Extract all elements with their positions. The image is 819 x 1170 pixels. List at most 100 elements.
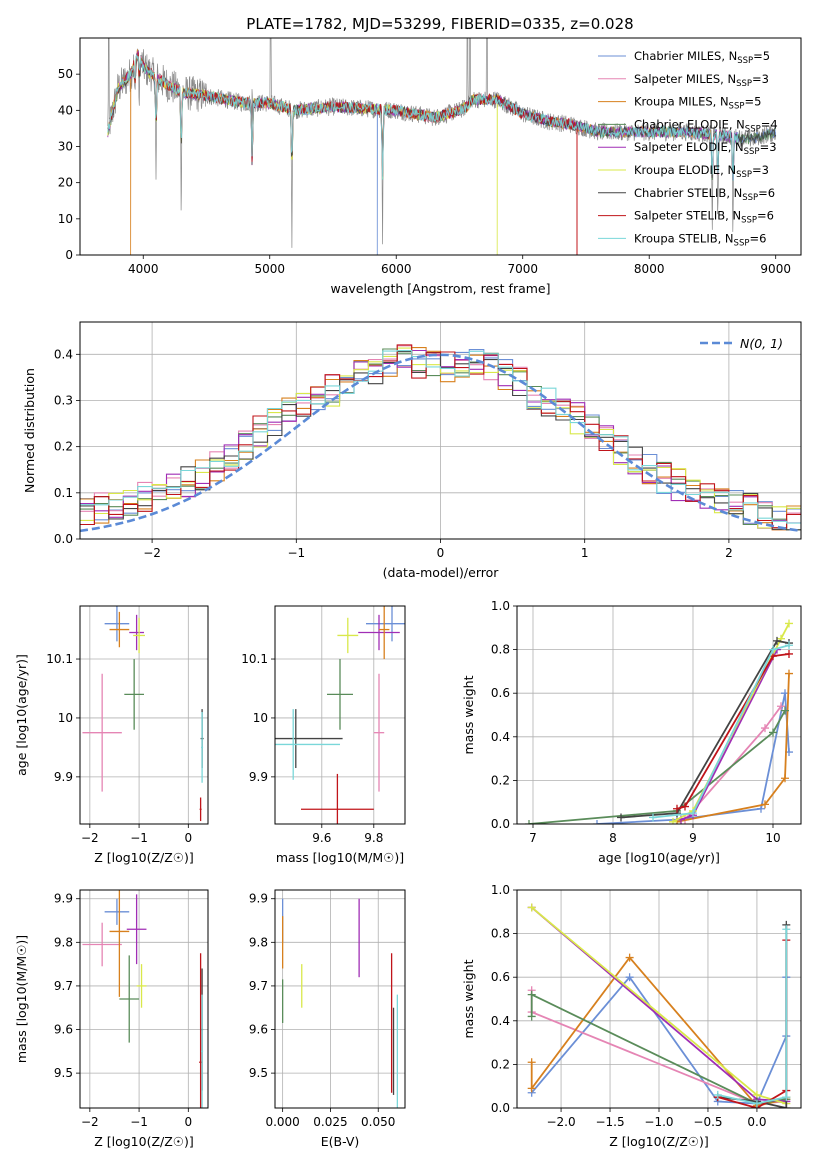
point-marker	[782, 1104, 791, 1108]
mass-weight-vs-age-marks	[525, 619, 793, 824]
y-tick-label: 50	[58, 67, 73, 81]
legend-sub: SSP	[741, 216, 757, 226]
point-marker	[681, 802, 689, 811]
mass-vs-Z-marks	[82, 890, 204, 1108]
x-tick-label: 8	[609, 831, 617, 845]
x-tick-label: 4000	[128, 262, 159, 276]
y-tick-label: 1.0	[491, 599, 510, 613]
residual-histogram-axes: −2 −1 0 1 2 0.0 0.1 0.2 0.3 0.4 (data-model)/error…	[22, 321, 802, 580]
legend-sub: SSP	[737, 56, 753, 66]
y-tick-label: 0.1	[54, 486, 73, 500]
plot-area: 4000 5000 6000 7000 8000 900001020304050wavel…	[14, 37, 802, 1149]
legend-sub: SSP	[742, 193, 758, 203]
spectrum-axes: 4000 5000 6000 7000 8000 9000 0 10 20 30 40 50 wavel…	[58, 37, 802, 296]
y-tick-label: 9.9	[54, 770, 73, 784]
point-marker	[617, 813, 625, 822]
mass-weight-vs-age-grid	[517, 605, 801, 825]
point-marker	[527, 903, 536, 912]
y-tick-label: 40	[58, 103, 73, 117]
mass-weight-vs-Z-axes: −2.0 −1.5 −1.0 −0.5 0.0 0.0 0.2 0.4 0.6 0.8 1.0 Z […	[461, 883, 802, 1149]
age-vs-Z-grid	[80, 606, 208, 824]
x-tick-label: 2	[725, 546, 733, 560]
legend-entry: Kroupa STELIB, NSSP=6	[634, 231, 766, 248]
x-tick-label: −1	[130, 1115, 148, 1129]
y-tick-label: 20	[58, 176, 73, 190]
point-marker	[761, 724, 769, 733]
x-axis-label: Z [log10(Z/Z☉)]	[609, 1134, 709, 1149]
point-marker	[673, 804, 681, 813]
point-marker	[782, 1093, 791, 1102]
x-tick-label: 7	[529, 831, 537, 845]
legend-suffix: =3	[752, 163, 769, 177]
x-tick-label: 0.050	[361, 1115, 395, 1129]
legend-suffix: =3	[752, 72, 769, 86]
mass-weight-line-3	[530, 993, 787, 1105]
legend-sub: SSP	[745, 124, 761, 134]
age-vs-Z-axes: −2 −1 0 9.9 10 10.1 Z [log10(Z/Z☉)] age [log10(…	[14, 605, 209, 865]
spectrum-marks	[107, 38, 777, 255]
point-marker	[525, 820, 533, 824]
legend-sub: SSP	[736, 79, 752, 89]
y-tick-label: 10	[58, 212, 73, 226]
mass-weight-line-7	[676, 653, 790, 810]
x-tick-label: −0.5	[693, 1115, 722, 1129]
model-spectrum-8	[107, 54, 739, 181]
legend-suffix: =6	[758, 186, 775, 200]
x-axis-label: (data-model)/error	[383, 565, 500, 580]
legend-label: Kroupa ELODIE, N	[634, 163, 736, 177]
legend-suffix: =6	[757, 209, 774, 223]
legend-label: Salpeter STELIB, N	[634, 209, 741, 223]
y-tick-label: 0.6	[491, 970, 510, 984]
mass-vs-Z-axes: −2 −1 0 9.5 9.6 9.7 9.8 9.9 Z [log10(Z/Z☉)] mass …	[14, 889, 209, 1149]
y-tick-label: 0.0	[491, 817, 510, 831]
y-axis-label: age [log10(age/yr)]	[14, 654, 29, 776]
mass-vs-ebv-marks	[281, 898, 399, 1108]
x-tick-label: 0.025	[313, 1115, 347, 1129]
age-vs-mass-marks	[275, 606, 405, 824]
legend-label: Kroupa STELIB, N	[634, 231, 734, 245]
legend-entry: Kroupa MILES, NSSP=5	[634, 95, 761, 112]
y-tick-label: 0.4	[54, 347, 73, 361]
point-marker	[785, 641, 793, 650]
x-tick-label: −2.0	[546, 1115, 575, 1129]
x-axis-label: age [log10(age/yr)]	[598, 850, 720, 865]
x-tick-label: 5000	[254, 262, 285, 276]
y-tick-label: 9.9	[54, 892, 73, 906]
point-marker	[777, 702, 785, 711]
x-tick-label: −2	[81, 1115, 99, 1129]
y-tick-label: 0.2	[54, 440, 73, 454]
x-tick-label: −2	[81, 831, 99, 845]
legend-label: Chabrier MILES, N	[634, 49, 737, 63]
y-tick-label: 0.8	[491, 927, 510, 941]
y-tick-label: 30	[58, 140, 73, 154]
mass-weight-vs-age-axes: 7 8 9 10 0.0 0.2 0.4 0.6 0.8 1.0 age [log10(age/yr…	[461, 599, 802, 865]
histogram-step-8	[80, 350, 801, 524]
x-tick-label: −1	[130, 831, 148, 845]
y-axis-label: mass weight	[461, 675, 476, 754]
mass-vs-Z-frame	[79, 889, 209, 1109]
y-tick-label: 9.9	[249, 892, 268, 906]
legend-entry: Chabrier MILES, NSSP=5	[634, 49, 770, 66]
point-marker	[649, 813, 657, 822]
x-tick-label: −1.0	[644, 1115, 673, 1129]
point-marker	[713, 1090, 722, 1099]
point-marker	[785, 619, 793, 628]
point-marker	[761, 800, 769, 809]
y-tick-label: 9.7	[54, 979, 73, 993]
y-tick-label: 10	[253, 711, 268, 725]
x-axis-label: Z [log10(Z/Z☉)]	[94, 850, 194, 865]
legend-label: Chabrier ELODIE, N	[634, 117, 745, 131]
x-tick-label: 0.000	[265, 1115, 299, 1129]
y-tick-label: 9.9	[249, 770, 268, 784]
mass-vs-ebv-axes: 0.000 0.025 0.050 9.5 9.6 9.7 9.8 9.9 E(B-V)	[249, 889, 406, 1149]
y-tick-label: 0.0	[54, 532, 73, 546]
x-axis-label: mass [log10(M/M☉)]	[276, 850, 404, 865]
y-tick-label: 0.6	[491, 686, 510, 700]
x-axis-label: E(B-V)	[321, 1134, 360, 1149]
y-tick-label: 10.1	[46, 652, 73, 666]
point-marker	[593, 820, 601, 824]
y-tick-label: 10	[58, 711, 73, 725]
mass-weight-line-2	[676, 673, 790, 823]
legend-suffix: =6	[749, 231, 766, 245]
